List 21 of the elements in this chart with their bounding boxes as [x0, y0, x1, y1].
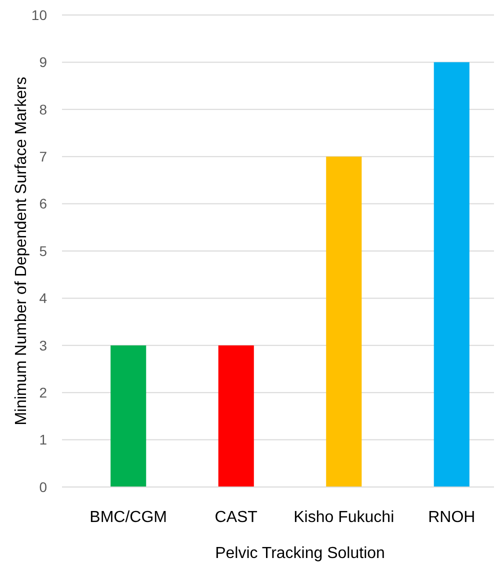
y-tick-label: 7 [39, 148, 48, 164]
x-tick-label: Kisho Fukuchi [294, 509, 394, 526]
y-tick-label: 9 [39, 54, 48, 70]
y-tick-label: 2 [39, 384, 48, 400]
bar [110, 345, 146, 487]
x-tick-label: RNOH [428, 509, 476, 526]
bar [434, 62, 470, 487]
bar [218, 345, 254, 487]
y-tick-label: 0 [39, 478, 48, 495]
y-tick-label: 1 [39, 432, 48, 448]
y-axis-title: Minimum Number of Dependent Surface Markers [13, 76, 30, 426]
y-tick-label: 8 [39, 101, 48, 118]
y-tick-label: 6 [39, 196, 48, 212]
y-tick-label: 3 [39, 337, 48, 354]
x-tick-label: BMC/CGM [90, 509, 168, 526]
y-tick-label: 4 [39, 290, 48, 306]
x-axis-title: Pelvic Tracking Solution [215, 545, 385, 562]
bar [326, 156, 362, 487]
y-tick-label: 10 [31, 6, 48, 23]
x-tick-label: CAST [214, 509, 258, 526]
y-tick-label: 5 [39, 242, 48, 259]
